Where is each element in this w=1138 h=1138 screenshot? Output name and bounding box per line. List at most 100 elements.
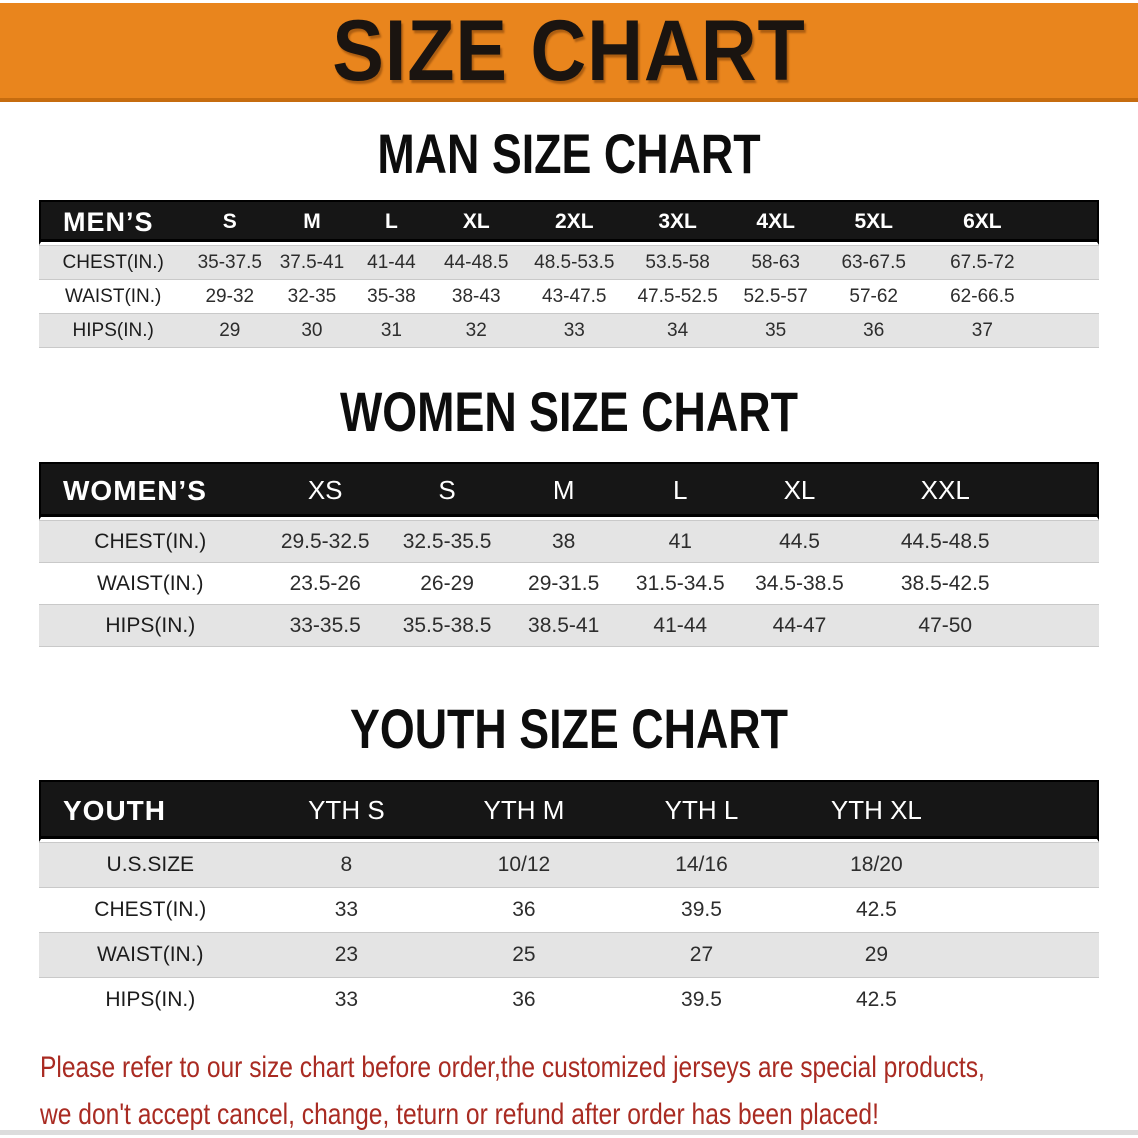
size-header-cell: YTH L	[616, 780, 787, 842]
youth-size-table: YOUTH YTH S YTH M YTH L YTH XL U.S.SIZE 8 10/12…	[39, 780, 1099, 1022]
value-cell: 48.5-53.5	[521, 245, 628, 280]
value-cell: 38-43	[451, 285, 501, 307]
spacer-cell	[1041, 280, 1099, 313]
value-cell: 29	[786, 932, 967, 978]
table-row: HIPS(IN.) 33-35.5 35.5-38.5 38.5-41 41-44 44-…	[39, 604, 1099, 647]
table-row: CHEST(IN.) 35-37.5 37.5-41 41-44 44-48.5 48.5…	[39, 245, 1099, 280]
size-header-cell: 6XL	[924, 200, 1041, 245]
table-row: WAIST(IN.) 23 25 27 29	[39, 932, 1099, 978]
value-cell: 37	[924, 313, 1041, 348]
spacer-cell	[1030, 462, 1099, 520]
size-header-cell: 5XL	[823, 200, 925, 245]
disclaimer: Please refer to our size chart before or…	[40, 1044, 1138, 1138]
section-heading-men: MAN SIZE CHART	[377, 122, 761, 185]
value-cell: 44.5	[738, 520, 861, 563]
value-cell: 35	[727, 313, 824, 348]
value-cell: 29-31.5	[528, 571, 600, 595]
size-header-cell: 2XL	[521, 200, 628, 245]
spacer-cell	[1030, 563, 1099, 604]
value-cell: 35.5-38.5	[388, 604, 506, 647]
spacer-cell	[1030, 520, 1099, 563]
group-label-cell: MEN’S	[39, 200, 188, 245]
value-cell: 36	[823, 313, 925, 348]
value-cell: 57-62	[849, 285, 898, 307]
spacer-cell	[1030, 604, 1099, 647]
women-size-table: WOMEN’S XS S M L XL XXL CHEST(IN.) 29.5-32.5 32.5…	[39, 462, 1099, 647]
spacer-cell	[1040, 200, 1099, 245]
value-cell: 41-44	[621, 604, 739, 647]
size-header-cell: S	[187, 200, 273, 245]
value-cell: 42.5	[855, 898, 897, 921]
spacer-cell	[966, 978, 1099, 1022]
value-cell: 31	[351, 313, 432, 348]
disclaimer-line-1: Please refer to our size chart before or…	[40, 1051, 985, 1084]
value-cell: 38	[505, 520, 622, 563]
value-cell: 35-37.5	[187, 245, 273, 280]
value-cell: 34	[627, 313, 728, 348]
value-cell: 29	[187, 313, 273, 348]
value-cell: 33-35.5	[261, 604, 389, 647]
value-cell: 37.5-41	[272, 245, 352, 280]
value-cell: 32.5-35.5	[388, 520, 506, 563]
row-label-cell: CHEST(IN.)	[39, 520, 262, 563]
section-youth: YOUTH SIZE CHART YOUTH YTH S YTH M YTH L YTH …	[0, 701, 1138, 1022]
value-cell: 34.5-38.5	[755, 571, 844, 595]
value-cell: 29.5-32.5	[261, 520, 389, 563]
banner-title: SIZE CHART	[332, 2, 806, 99]
table-row: WAIST(IN.) 23.5-26 26-29 29-31.5 31.5-34.5 34…	[39, 563, 1099, 604]
value-cell: 41	[621, 520, 739, 563]
value-cell: 62-66.5	[950, 285, 1015, 307]
value-cell: 32-35	[287, 285, 337, 307]
value-cell: 23.5-26	[289, 571, 361, 595]
size-header-cell: YTH M	[431, 780, 617, 842]
section-women: WOMEN SIZE CHART WOMEN’S XS S M L XL XXL CHEST(I…	[0, 384, 1138, 647]
table-row: HIPS(IN.) 33 36 39.5 42.5	[39, 978, 1099, 1022]
section-heading-youth: YOUTH SIZE CHART	[349, 697, 789, 760]
table-row: WAIST(IN.) 29-32 32-35 35-38 38-43 43-47.5 47.…	[39, 280, 1099, 313]
value-cell: 18/20	[786, 842, 967, 888]
size-header-cell: YTH XL	[786, 780, 967, 842]
value-cell: 32	[431, 313, 522, 348]
value-cell: 14/16	[616, 842, 787, 888]
banner: SIZE CHART	[0, 3, 1138, 102]
row-label-cell: CHEST(IN.)	[94, 898, 207, 921]
row-label-cell: WAIST(IN.)	[39, 932, 262, 978]
value-cell: 8	[261, 842, 432, 888]
charts-container: MAN SIZE CHART MEN’S S M L XL 2XL 3XL 4XL 5XL 6XL C…	[0, 126, 1138, 1022]
row-label-cell: CHEST(IN.)	[39, 245, 188, 280]
row-label-cell: HIPS(IN.)	[39, 604, 262, 647]
spacer-cell	[966, 932, 1099, 978]
women-header-row: WOMEN’S XS S M L XL XXL	[39, 462, 1099, 520]
value-cell: 44.5-48.5	[860, 520, 1031, 563]
value-cell: 38.5-41	[505, 604, 622, 647]
value-cell: 31.5-34.5	[635, 571, 725, 595]
value-cell: 23	[261, 932, 432, 978]
size-header-cell: XL	[431, 200, 522, 245]
value-cell: 41-44	[351, 245, 432, 280]
size-header-cell: S	[388, 462, 506, 520]
value-cell: 33	[521, 313, 628, 348]
men-header-row: MEN’S S M L XL 2XL 3XL 4XL 5XL 6XL	[39, 200, 1099, 245]
size-header-cell: XS	[261, 462, 389, 520]
men-size-table: MEN’S S M L XL 2XL 3XL 4XL 5XL 6XL CHEST(IN.) 35-37…	[39, 200, 1099, 348]
size-header-cell: M	[505, 462, 622, 520]
spacer-cell	[1040, 313, 1099, 348]
table-row: CHEST(IN.) 33 36 39.5 42.5	[39, 888, 1099, 932]
spacer-cell	[1040, 245, 1099, 280]
row-label-cell: WAIST(IN.)	[64, 285, 162, 307]
value-cell: 47.5-52.5	[637, 285, 718, 307]
value-cell: 53.5-58	[627, 245, 728, 280]
spacer-cell	[966, 780, 1099, 842]
value-cell: 44-47	[738, 604, 861, 647]
row-label-cell: WAIST(IN.)	[97, 571, 204, 595]
value-cell: 39.5	[681, 988, 722, 1011]
value-cell: 30	[272, 313, 352, 348]
bottom-edge	[0, 1130, 1138, 1135]
value-cell: 38.5-42.5	[900, 571, 990, 595]
size-header-cell: YTH S	[261, 780, 432, 842]
size-header-cell: M	[272, 200, 352, 245]
value-cell: 25	[431, 932, 617, 978]
table-row: CHEST(IN.) 29.5-32.5 32.5-35.5 38 41 44.5 44.5…	[39, 520, 1099, 563]
value-cell: 27	[616, 932, 787, 978]
value-cell: 35-38	[367, 285, 416, 307]
